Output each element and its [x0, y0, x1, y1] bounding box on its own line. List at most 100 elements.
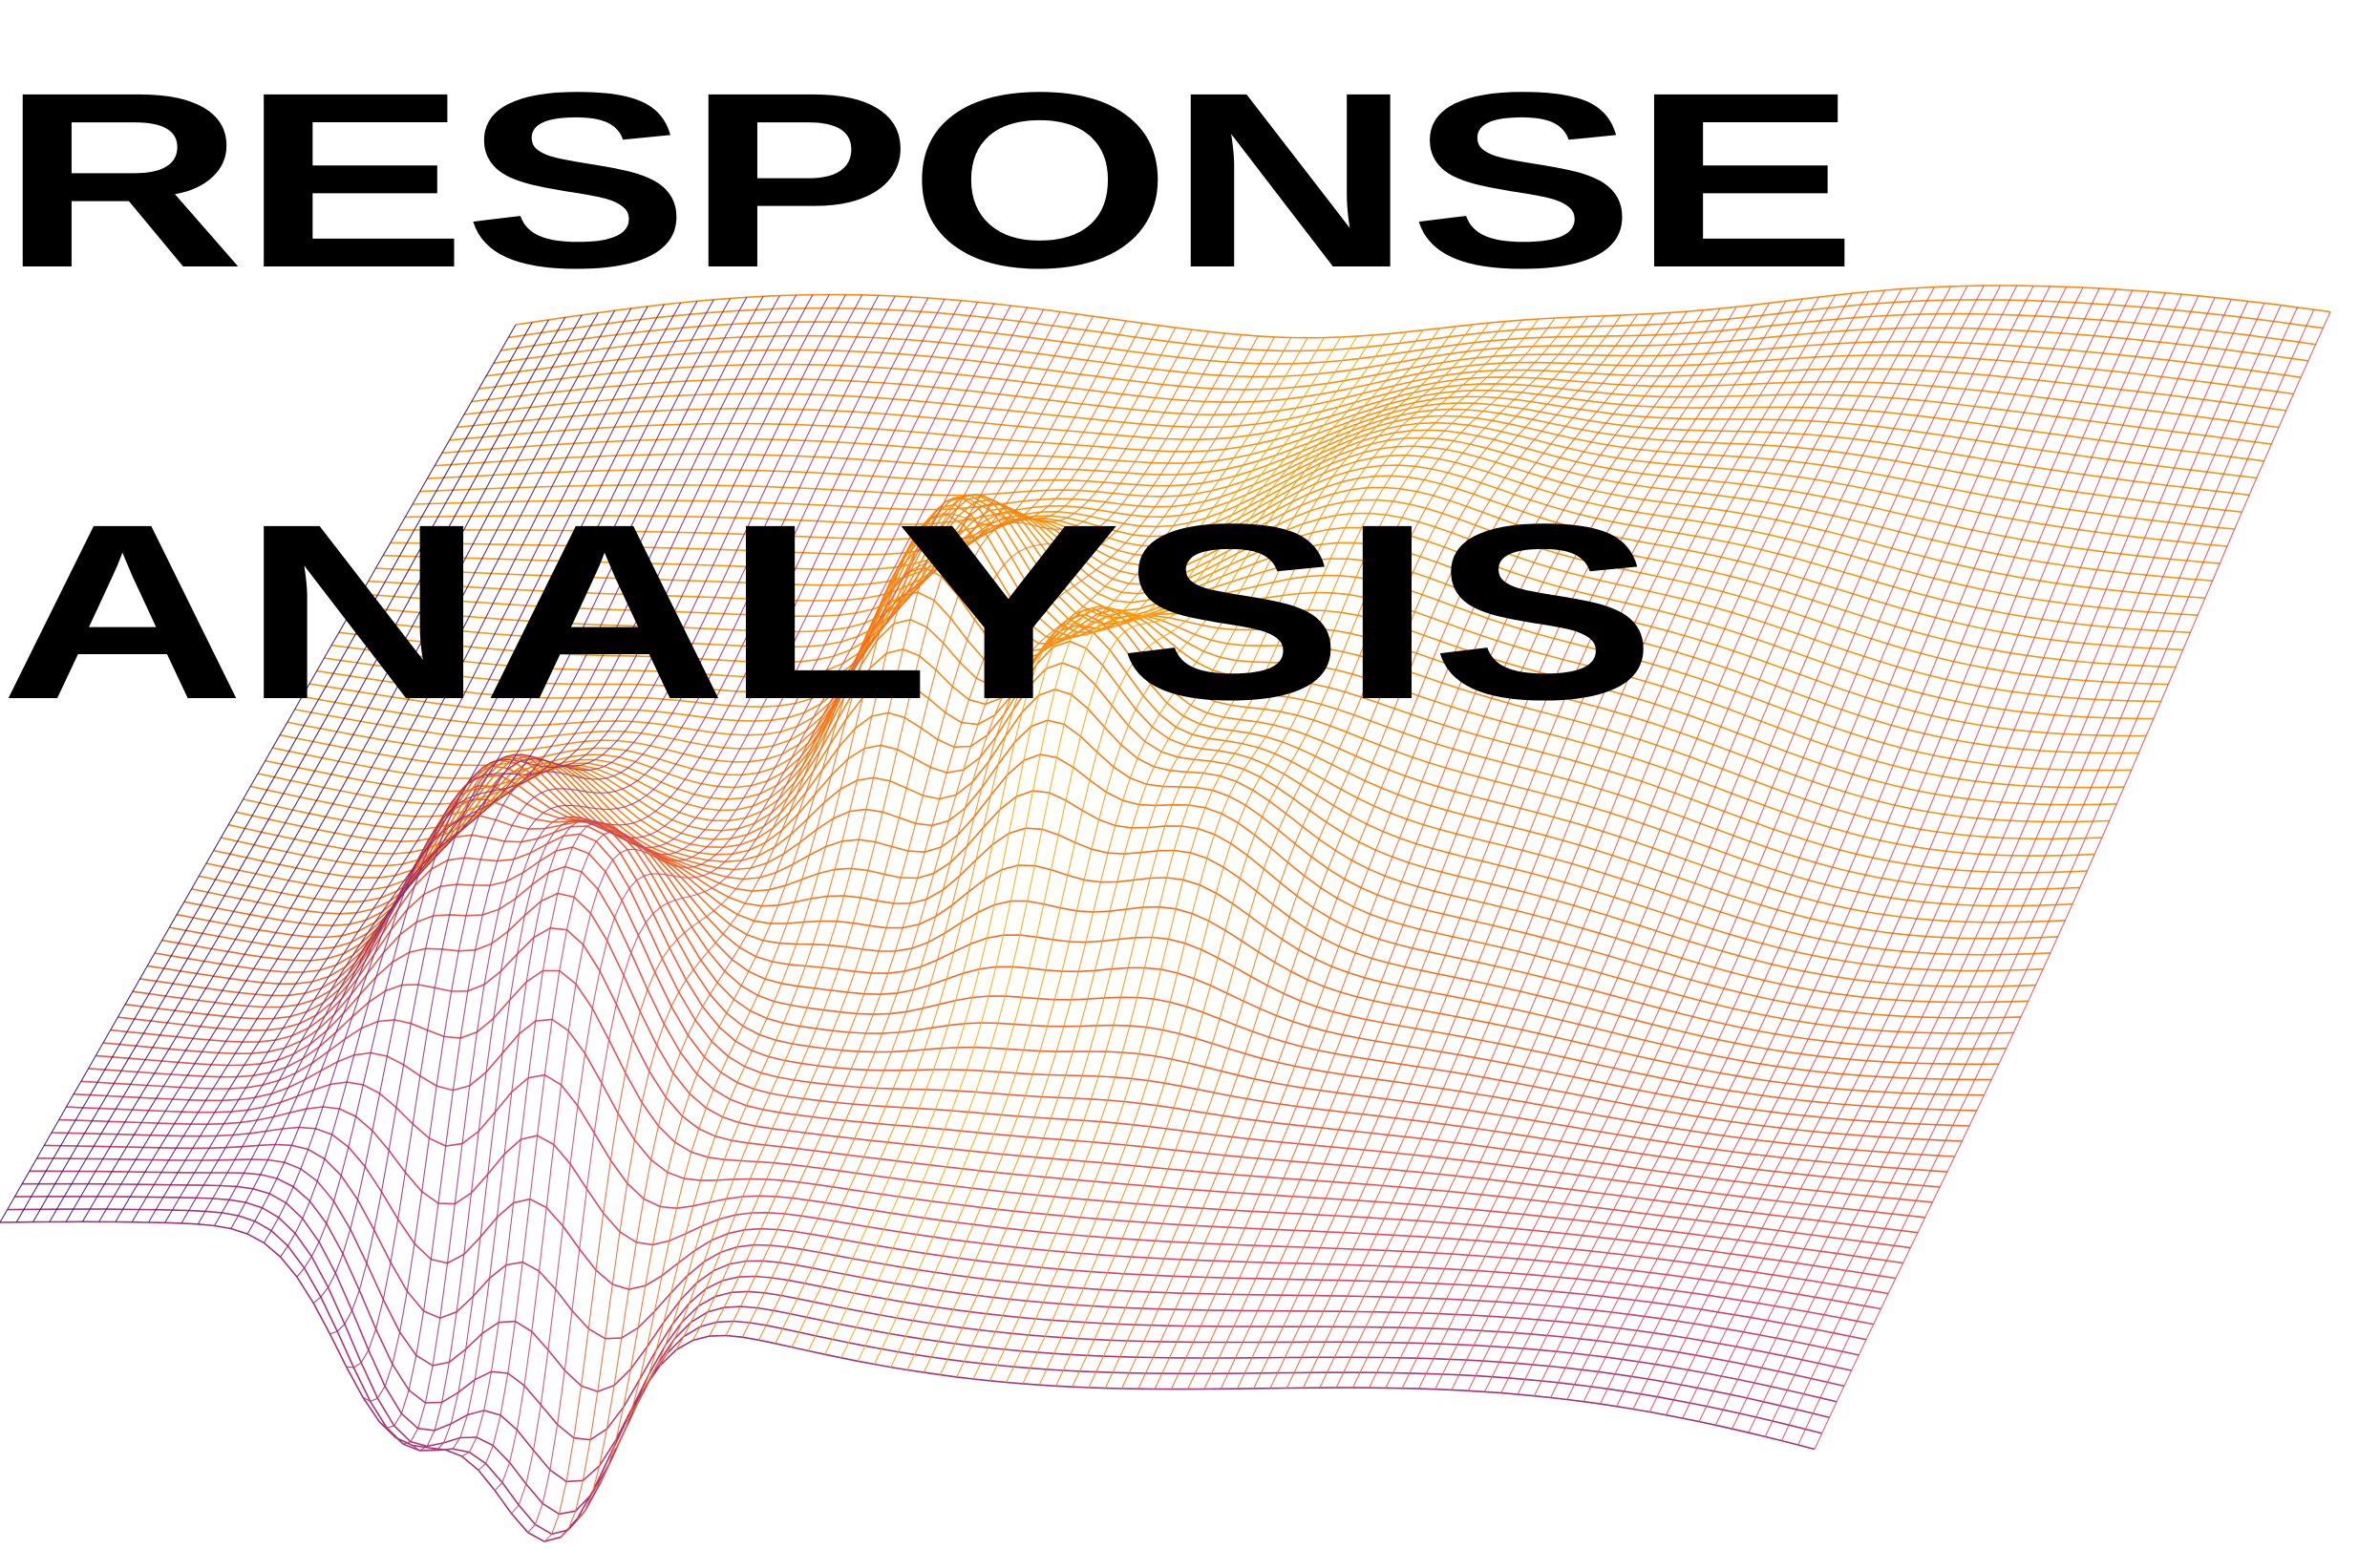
mesh-column-line [1682, 295, 2199, 1419]
mesh-column-line [362, 295, 880, 1403]
mesh-column-line [412, 297, 929, 1452]
mesh-column-line [1632, 291, 2150, 1410]
mesh-column-line [280, 294, 797, 1258]
mesh-column-line [1335, 292, 1853, 1389]
mesh-column-line [609, 320, 1127, 1455]
mesh-column-line [1253, 303, 1771, 1390]
mesh-column-line [1797, 308, 2315, 1446]
mesh-column-line [395, 296, 912, 1445]
wireframe-mesh [0, 285, 2331, 1543]
mesh-column-line [164, 302, 682, 1223]
mesh-column-line [874, 333, 1391, 1365]
mesh-column-line [1055, 316, 1572, 1387]
mesh-column-line [81, 312, 599, 1222]
mesh-column-line [1286, 298, 1803, 1389]
mesh-column-line [1451, 286, 1968, 1390]
mesh-column-line [675, 329, 1193, 1350]
mesh-column-line [1418, 286, 1935, 1390]
mesh-row-line [302, 497, 2117, 806]
mesh-column-line [1154, 312, 1671, 1390]
mesh-row-line [508, 299, 2324, 352]
mesh-column-line [1121, 313, 1638, 1390]
mesh-column-line [1319, 294, 1837, 1389]
mesh-column-line [1203, 308, 1721, 1390]
mesh-column-line [1038, 317, 1556, 1386]
mesh-column-line [1698, 297, 2216, 1422]
mesh-column-line [560, 313, 1077, 1538]
mesh-column-line [775, 337, 1292, 1345]
mesh-column-line [1170, 310, 1688, 1390]
mesh-column-line [577, 315, 1094, 1519]
mesh-column-line [1434, 286, 1952, 1390]
mesh-column-line [494, 305, 1011, 1492]
mesh-row-line [117, 833, 1933, 1203]
mesh-column-line [346, 294, 863, 1369]
mesh-column-line [461, 302, 979, 1457]
mesh-column-line [972, 322, 1490, 1380]
mesh-column-line [1616, 289, 2134, 1407]
mesh-column-line [246, 296, 764, 1235]
mesh-row-line [161, 765, 1977, 1112]
mesh-column-line [1566, 286, 2084, 1400]
mesh-column-line [378, 295, 896, 1429]
mesh-column-line [1072, 316, 1589, 1388]
mesh-column-line [527, 308, 1045, 1534]
mesh-row-line [515, 285, 2331, 339]
mesh-column-line [1814, 311, 2331, 1450]
mesh-row-line [22, 1182, 1838, 1483]
mesh-column-line [181, 301, 698, 1224]
mesh-column-line [1533, 286, 2051, 1396]
mesh-column-line [1484, 285, 2001, 1392]
mesh-column-line [956, 324, 1474, 1378]
mesh-column-line [1303, 296, 1819, 1389]
mesh-column-line [148, 304, 665, 1223]
mesh-column-line [741, 335, 1259, 1338]
mesh-column-line [329, 294, 846, 1335]
mesh-column-line [890, 331, 1408, 1368]
mesh-column-line [214, 298, 731, 1226]
mesh-column-line [807, 337, 1325, 1351]
mesh-column-line [1351, 291, 1869, 1389]
mesh-column-line [692, 330, 1209, 1341]
mesh-column-line [1781, 307, 2298, 1441]
mesh-column-line [312, 294, 830, 1304]
mesh-column-line [1732, 301, 2249, 1430]
mesh-column-line [659, 327, 1177, 1367]
mesh-row-line [147, 785, 1963, 1142]
mesh-column-line [1714, 299, 2232, 1426]
mesh-column-line [725, 334, 1243, 1336]
mesh-row-line [66, 1073, 1881, 1310]
mesh-column-line [940, 326, 1456, 1375]
mesh-column-line [824, 336, 1342, 1355]
mesh-column-line [923, 328, 1440, 1373]
mesh-column-line [1666, 293, 2182, 1415]
mesh-column-line [593, 318, 1111, 1490]
mesh-column-line [1550, 286, 2068, 1398]
mesh-column-line [131, 306, 648, 1222]
mesh-column-line [1401, 287, 1919, 1389]
mesh-column-line [988, 321, 1506, 1382]
mesh-column-line [32, 319, 549, 1222]
mesh-column-line [0, 324, 517, 1223]
mesh-column-line [857, 334, 1374, 1362]
mesh-column-line [445, 300, 962, 1451]
mesh-column-line [1517, 286, 2034, 1395]
mesh-column-line [1006, 319, 1523, 1383]
mesh-row-line [110, 846, 1925, 1219]
mesh-column-line [1137, 313, 1655, 1390]
mesh-column-line [1600, 288, 2116, 1405]
mesh-column-line [1269, 300, 1787, 1389]
mesh-row-line [169, 759, 1985, 1096]
mesh-column-line [543, 311, 1061, 1542]
mesh-column-line [1764, 305, 2282, 1437]
mesh-column-line [1237, 305, 1753, 1390]
mesh-column-line [791, 337, 1308, 1347]
mesh-column-line [1583, 287, 2100, 1402]
mesh-column-line [1187, 309, 1705, 1390]
mesh-column-line [49, 317, 566, 1222]
mesh-column-line [115, 308, 632, 1222]
mesh-row-line [338, 502, 2154, 720]
mesh-column-line [906, 329, 1424, 1370]
